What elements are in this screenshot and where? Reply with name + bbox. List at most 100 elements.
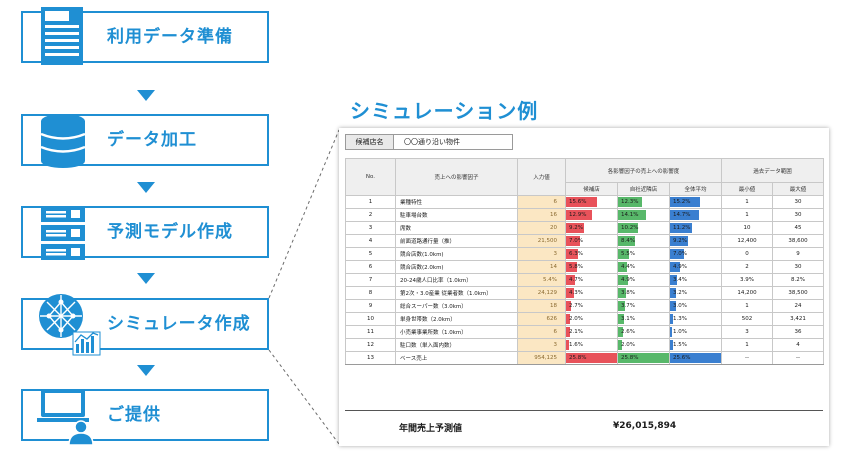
row-max: 45 xyxy=(772,221,825,235)
candidate-impact: 15.6% xyxy=(565,195,618,209)
overall-avg-impact: 3.0% xyxy=(668,299,723,313)
table-row: 6 競合店数(2.0km) 14 5.8% 4.4% 4.9% 2 30 xyxy=(345,260,825,274)
own-store-impact-value: 3.8% xyxy=(621,290,635,296)
own-store-impact-bar xyxy=(618,314,625,324)
own-store-impact: 8.4% xyxy=(617,234,670,248)
table-row: 5 競合店数(1.0km) 3 6.3% 5.5% 7.0% 0 9 xyxy=(345,247,825,261)
overall-avg-impact-value: 25.6% xyxy=(673,355,691,361)
table-row: 9 総合スーパー数（3.0km） 18 2.7% 3.7% 3.0% 1 24 xyxy=(345,299,825,313)
row-min: 1 xyxy=(721,195,774,209)
step-label: データ加工 xyxy=(107,130,197,150)
row-factor: 駐口数（単入面内数） xyxy=(395,338,518,352)
candidate-impact-bar xyxy=(566,262,578,272)
row-factor: 第2次・3.0産業 従業者数（1.0km） xyxy=(395,286,518,300)
own-store-impact-value: 3.7% xyxy=(621,303,635,309)
table-row: 10 単身世帯数（2.0km） 626 2.0% 3.1% 1.3% 502 3,421 xyxy=(345,312,825,326)
flow-arrow xyxy=(137,365,155,376)
own-store-impact-value: 2.0% xyxy=(621,342,635,348)
candidate-impact: 2.1% xyxy=(565,325,618,339)
row-min: 1 xyxy=(721,338,774,352)
own-store-impact: 3.7% xyxy=(617,299,670,313)
flow-arrow xyxy=(137,90,155,101)
row-max: 8.2% xyxy=(772,273,825,287)
total-label: 年間売上予測値 xyxy=(399,424,463,434)
own-store-impact-value: 25.8% xyxy=(621,355,639,361)
own-store-impact-bar xyxy=(618,197,643,207)
row-min: 2 xyxy=(721,260,774,274)
row-no: 10 xyxy=(345,312,396,326)
row-factor: 競合店数(1.0km) xyxy=(395,247,518,261)
own-store-impact: 10.2% xyxy=(617,221,670,235)
flow-arrow xyxy=(137,182,155,193)
row-input: 24,129 xyxy=(517,286,566,300)
candidate-impact: 6.3% xyxy=(565,247,618,261)
own-store-impact-bar xyxy=(618,223,639,233)
candidate-impact: 1.6% xyxy=(565,338,618,352)
row-min: 1 xyxy=(721,299,774,313)
own-store-impact-bar xyxy=(618,327,624,337)
row-factor: 駐車場台数 xyxy=(395,208,518,222)
own-store-impact: 5.5% xyxy=(617,247,670,261)
candidate-label: 候補店名 xyxy=(346,135,394,149)
simulation-sheet: 候補店名 〇〇通り沿い物件 No. 売上への影響因子 入力値 各影響因子の売上へ… xyxy=(339,128,829,446)
header-max: 最大値 xyxy=(772,182,825,196)
candidate-impact: 4.3% xyxy=(565,286,618,300)
row-max: 24 xyxy=(772,299,825,313)
overall-avg-impact-bar xyxy=(670,340,673,350)
overall-avg-impact-value: 3.4% xyxy=(673,277,687,283)
flow-step-5: ご提供 xyxy=(21,389,269,445)
row-min: 12,400 xyxy=(721,234,774,248)
row-no: 13 xyxy=(345,351,396,365)
candidate-impact-bar xyxy=(566,340,570,350)
row-factor: 前面道路通行量（推） xyxy=(395,234,518,248)
flow-step-1: 利用データ準備 xyxy=(21,7,269,65)
candidate-impact: 7.0% xyxy=(565,234,618,248)
row-input: 6 xyxy=(517,325,566,339)
annual-sales-forecast: 年間売上予測値 ¥26,015,894 xyxy=(345,410,823,440)
table-row: 7 20-24歳人口比率（1.0km） 5.4% 4.7% 4.9% 3.4% 3.9% 8.… xyxy=(345,273,825,287)
flow-step-2: データ加工 xyxy=(21,114,269,168)
overall-avg-impact: 9.2% xyxy=(668,234,723,248)
candidate-impact: 5.8% xyxy=(565,260,618,274)
row-input: 21,500 xyxy=(517,234,566,248)
own-store-impact-bar xyxy=(618,262,627,272)
step-label: 利用データ準備 xyxy=(107,27,233,47)
step-label: シミュレータ作成 xyxy=(107,314,251,334)
own-store-impact-value: 3.1% xyxy=(621,316,635,322)
overall-avg-impact-value: 1.0% xyxy=(673,329,687,335)
header-factor: 売上への影響因子 xyxy=(395,158,518,196)
own-store-impact-bar xyxy=(618,275,628,285)
row-min: 0 xyxy=(721,247,774,261)
overall-avg-impact-bar xyxy=(670,223,693,233)
overall-avg-impact: 4.9% xyxy=(668,260,723,274)
candidate-impact-bar xyxy=(566,249,579,259)
step-label: ご提供 xyxy=(107,405,161,425)
own-store-impact: 2.6% xyxy=(617,325,670,339)
table-row: 4 前面道路通行量（推） 21,500 7.0% 8.4% 9.2% 12,400 38,60… xyxy=(345,234,825,248)
candidate-impact-value: 12.9% xyxy=(569,212,587,218)
overall-avg-impact: 3.4% xyxy=(668,273,723,287)
overall-avg-impact-bar xyxy=(670,197,701,207)
overall-avg-impact-value: 4.9% xyxy=(673,264,687,270)
candidate-impact-value: 4.7% xyxy=(569,277,583,283)
table-row: 11 小売業事業所数（1.0km） 6 2.1% 2.6% 1.0% 3 36 xyxy=(345,325,825,339)
document-icon xyxy=(41,7,83,65)
header-no: No. xyxy=(345,158,396,196)
own-store-impact-value: 10.2% xyxy=(621,225,639,231)
candidate-impact-bar xyxy=(566,210,592,220)
overall-avg-impact-value: 3.0% xyxy=(673,303,687,309)
row-max: 36 xyxy=(772,325,825,339)
candidate-impact: 12.9% xyxy=(565,208,618,222)
candidate-impact-value: 1.6% xyxy=(569,342,583,348)
own-store-impact: 14.1% xyxy=(617,208,670,222)
simulation-title: シミュレーション例 xyxy=(350,99,539,123)
candidate-impact: 4.7% xyxy=(565,273,618,287)
row-max: 3,421 xyxy=(772,312,825,326)
row-no: 4 xyxy=(345,234,396,248)
candidate-impact-bar xyxy=(566,301,572,311)
header-overall-avg: 全体平均 xyxy=(668,182,723,196)
overall-avg-impact-bar xyxy=(670,353,721,363)
header-min: 最小値 xyxy=(721,182,774,196)
row-max: -- xyxy=(772,351,825,365)
overall-avg-impact-bar xyxy=(670,314,673,324)
